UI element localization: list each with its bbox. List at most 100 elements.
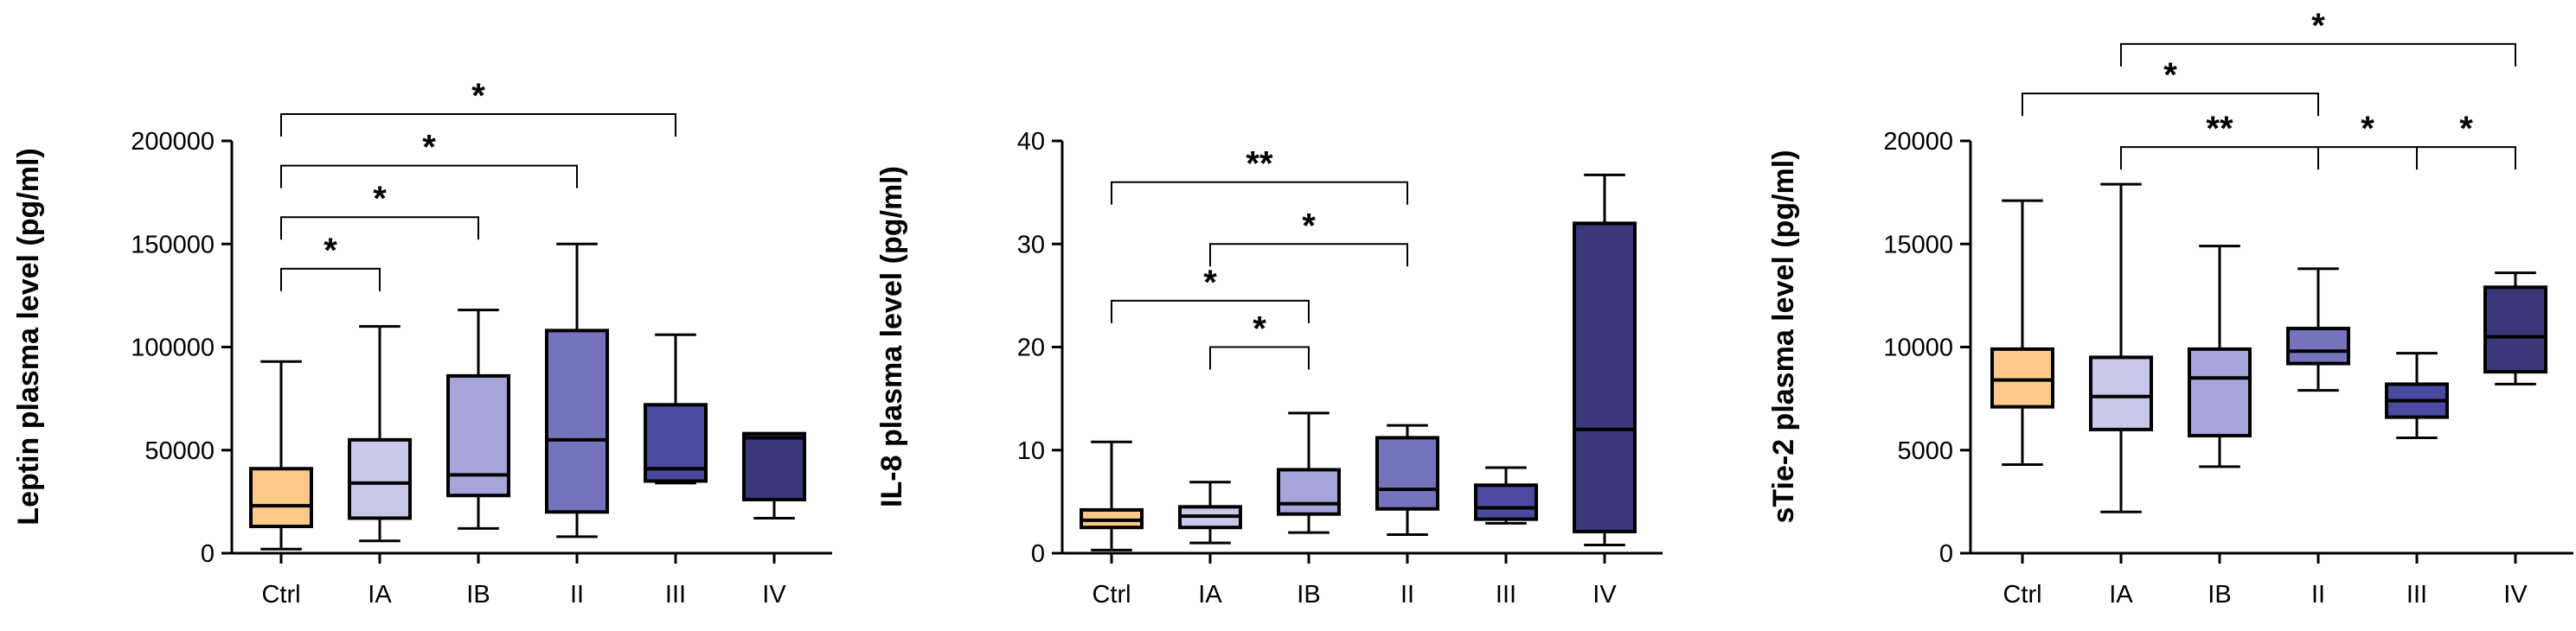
bracket-line xyxy=(2120,42,2516,67)
significance-label: * xyxy=(1253,310,1266,348)
significance-label: * xyxy=(2163,56,2177,94)
y-tick-label: 0 xyxy=(1939,540,1953,568)
box-III xyxy=(1474,466,1538,525)
significance-bracket: * xyxy=(280,77,676,137)
x-tick-label: II xyxy=(570,581,584,609)
box-iqr xyxy=(1990,347,2054,409)
bracket-line xyxy=(280,216,479,240)
y-tick-label: 100000 xyxy=(131,335,215,362)
significance-bracket: * xyxy=(2416,110,2516,170)
bracket-line xyxy=(1209,243,1408,267)
significance-bracket: * xyxy=(1111,264,1310,323)
box-iqr xyxy=(446,373,510,498)
x-tick-label: Ctrl xyxy=(261,581,300,609)
x-tick-label: IV xyxy=(2503,581,2528,609)
box-III xyxy=(644,333,708,485)
y-tick-label: 0 xyxy=(1031,540,1045,568)
box-IB xyxy=(2188,245,2252,468)
y-tick-label: 20000 xyxy=(1883,128,1953,156)
significance-label: ** xyxy=(1246,145,1273,183)
box-Ctrl xyxy=(249,360,313,551)
box-iqr xyxy=(545,328,609,514)
significance-bracket: ** xyxy=(2120,110,2319,170)
box-iqr xyxy=(1573,221,1637,533)
y-tick-label: 40 xyxy=(1017,128,1045,156)
y-tick-label: 0 xyxy=(201,540,215,568)
chart-panel-1: Leptin plasma level (pg/ml) 0 50000 100000 1… xyxy=(12,77,832,609)
chart-panel-3: sTie-2 plasma level (pg/ml) 0 5000 10000 150… xyxy=(1767,7,2573,609)
box-Ctrl xyxy=(1990,199,2054,466)
box-iqr xyxy=(1474,483,1538,521)
box-IA xyxy=(2089,182,2153,513)
significance-bracket: * xyxy=(280,232,381,291)
bracket-line xyxy=(2416,146,2516,170)
bracket-line xyxy=(2120,146,2319,170)
box-iqr xyxy=(2089,355,2153,431)
x-tick-label: Ctrl xyxy=(1092,581,1131,609)
significance-label: * xyxy=(1203,264,1217,302)
y-tick-label: 10 xyxy=(1017,437,1045,465)
box-III xyxy=(2385,352,2449,439)
significance-bracket: * xyxy=(1209,310,1310,370)
box-IV xyxy=(2483,271,2547,386)
x-tick-label: II xyxy=(2311,581,2325,609)
box-IB xyxy=(1277,411,1341,534)
y-tick-label: 30 xyxy=(1017,231,1045,258)
box-IB xyxy=(446,309,510,530)
significance-label: * xyxy=(2311,7,2325,45)
x-tick-label: IB xyxy=(466,581,490,609)
y-axis-title: IL-8 plasma level (pg/ml) xyxy=(875,166,908,507)
y-tick-label: 15000 xyxy=(1883,231,1953,258)
box-II xyxy=(2286,267,2350,392)
bracket-line xyxy=(1111,299,1310,323)
y-tick-label: 200000 xyxy=(131,128,215,156)
significance-bracket: ** xyxy=(1111,145,1408,205)
chart-panel-2: IL-8 plasma level (pg/ml) 0 10 20 30 40 Ctrl IA… xyxy=(875,128,1663,609)
box-IV xyxy=(1573,173,1637,546)
box-iqr xyxy=(742,431,806,501)
significance-label: * xyxy=(373,180,387,218)
significance-bracket: * xyxy=(280,129,578,188)
significance-label: * xyxy=(324,232,337,270)
bracket-line xyxy=(280,164,578,188)
significance-label: * xyxy=(2361,110,2374,148)
bracket-line xyxy=(280,267,381,291)
y-tick-label: 20 xyxy=(1017,335,1045,362)
box-IV xyxy=(742,431,806,519)
y-tick-label: 5000 xyxy=(1897,437,1953,465)
box-iqr xyxy=(2286,327,2350,366)
x-tick-label: IB xyxy=(2208,581,2231,609)
x-tick-label: III xyxy=(2406,581,2427,609)
bracket-line xyxy=(2317,146,2418,170)
box-II xyxy=(545,242,609,539)
significance-label: * xyxy=(471,77,485,115)
bracket-line xyxy=(1209,346,1310,370)
box-iqr xyxy=(1277,468,1341,516)
significance-bracket: * xyxy=(2120,7,2516,67)
significance-bracket: * xyxy=(2022,56,2319,117)
significance-label: ** xyxy=(2206,110,2233,148)
y-tick-label: 50000 xyxy=(144,437,215,465)
y-axis-title: Leptin plasma level (pg/ml) xyxy=(12,148,45,525)
bracket-line xyxy=(2022,92,2319,117)
x-tick-label: IA xyxy=(368,581,392,609)
significance-label: * xyxy=(1302,207,1316,245)
x-tick-label: IA xyxy=(2109,581,2133,609)
x-tick-label: IV xyxy=(762,581,786,609)
y-tick-label: 10000 xyxy=(1883,335,1953,362)
bracket-line xyxy=(280,112,676,137)
x-tick-label: II xyxy=(1400,581,1414,609)
x-tick-label: IV xyxy=(1592,581,1617,609)
box-iqr xyxy=(249,467,313,528)
box-iqr xyxy=(2188,347,2252,438)
box-IA xyxy=(348,325,412,543)
x-tick-label: Ctrl xyxy=(2002,581,2041,609)
box-iqr xyxy=(2483,285,2547,374)
significance-bracket: * xyxy=(280,180,479,240)
box-iqr xyxy=(1375,436,1439,511)
x-tick-label: III xyxy=(665,581,686,609)
box-IA xyxy=(1178,481,1242,545)
significance-label: * xyxy=(422,129,436,167)
y-tick-label: 150000 xyxy=(131,231,215,258)
